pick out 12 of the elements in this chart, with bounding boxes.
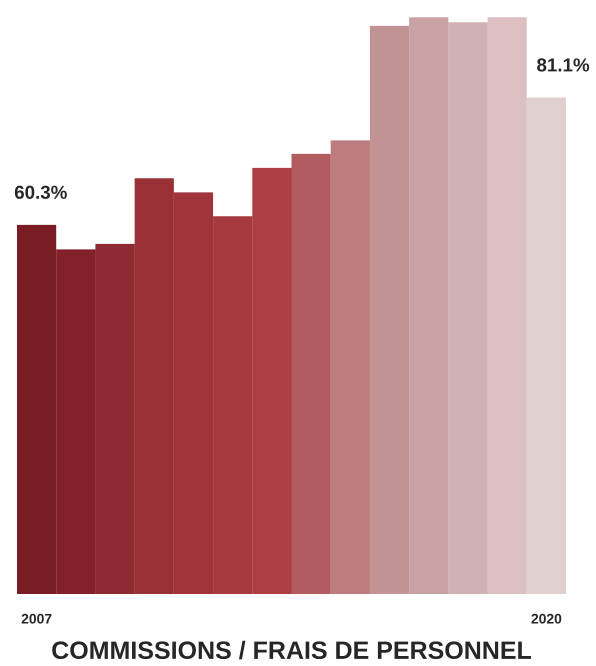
bar bbox=[330, 140, 370, 594]
bar bbox=[448, 22, 488, 594]
x-tick-label: 2020 bbox=[531, 614, 562, 624]
bar bbox=[370, 26, 410, 594]
bar bbox=[526, 98, 566, 594]
text: COMMISSIONS / FRAIS DE PERSONNEL bbox=[52, 640, 532, 660]
data-label: 81.1% bbox=[537, 58, 590, 72]
bar bbox=[292, 154, 331, 594]
x-tick-label: 2007 bbox=[22, 614, 52, 624]
bar bbox=[409, 17, 448, 594]
bar bbox=[488, 17, 527, 594]
data-label: 60.3% bbox=[14, 186, 67, 199]
